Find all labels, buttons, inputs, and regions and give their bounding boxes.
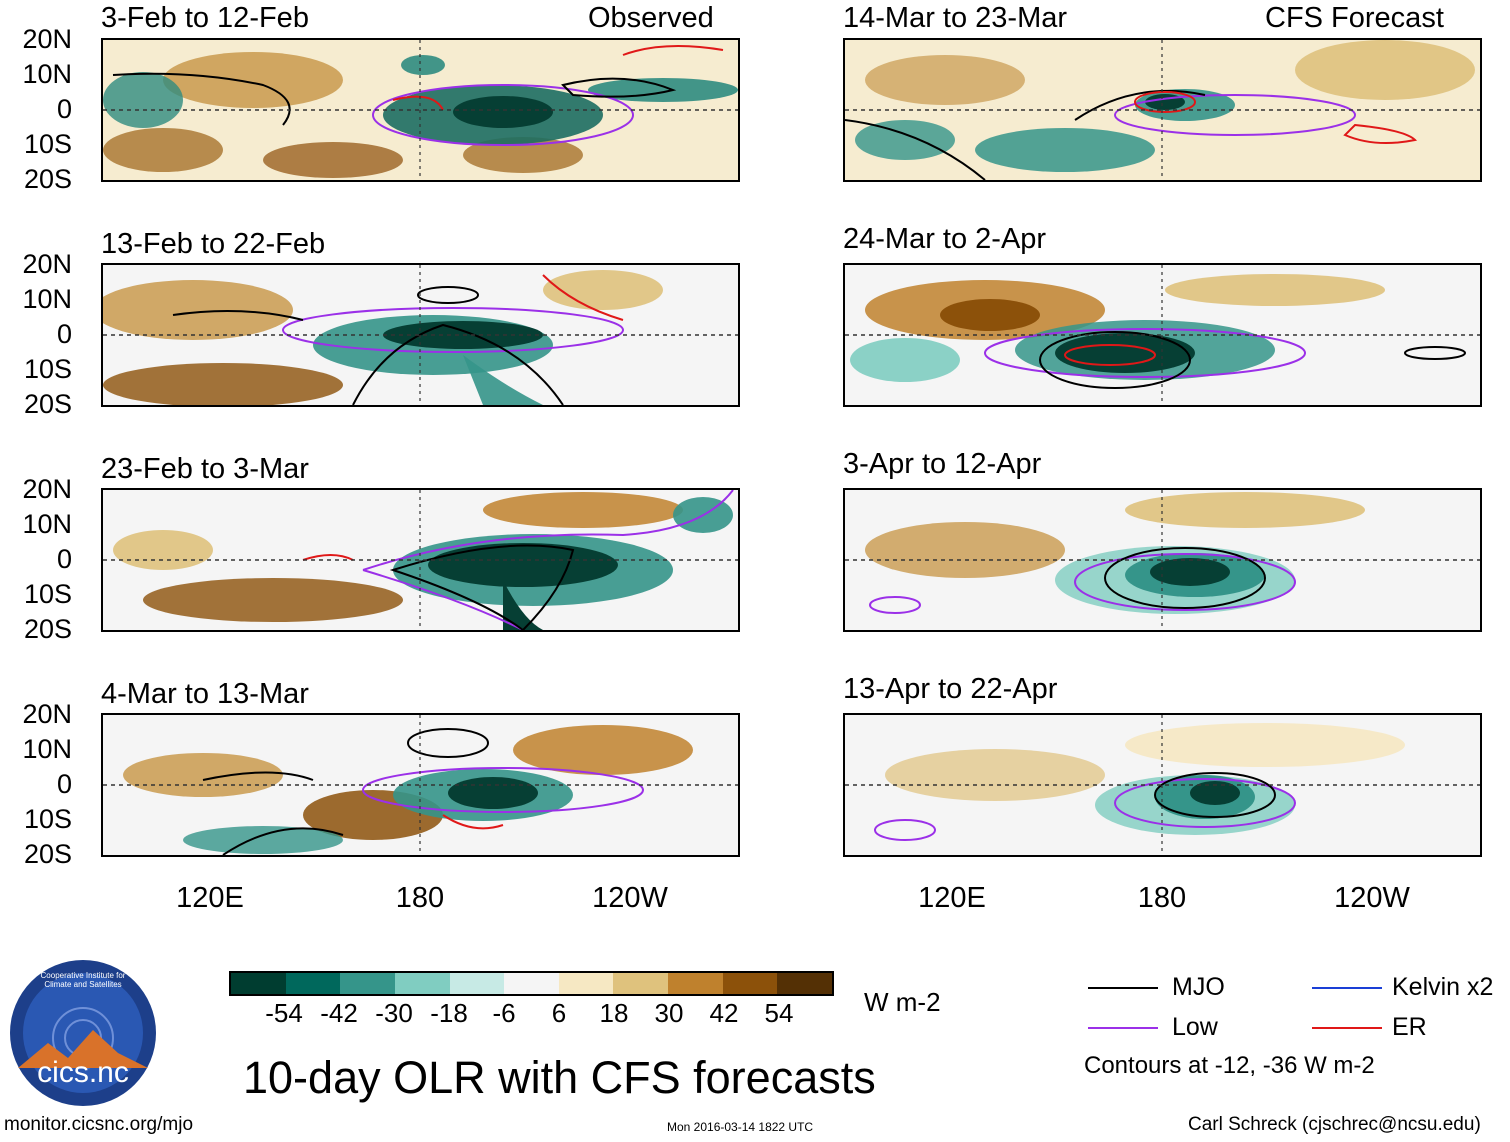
colorbar-label: -42: [320, 998, 358, 1028]
map-panel-forecast-2: [843, 263, 1482, 407]
legend-note: Contours at -12, -36 W m-2: [1084, 1052, 1375, 1079]
map-panel-observed-3: [101, 488, 740, 632]
lat-label: 10S: [23, 804, 72, 834]
lat-label: 0: [56, 94, 72, 124]
panel-title-fc-4: 13-Apr to 22-Apr: [843, 673, 1058, 705]
cics-logo: cics.nc Cooperative Institute for Climat…: [8, 958, 158, 1108]
colorbar-swatch: [668, 973, 723, 994]
lat-label: 10S: [23, 579, 72, 609]
panel-title-obs-3: 23-Feb to 3-Mar: [101, 453, 309, 485]
panel-title-fc-3: 3-Apr to 12-Apr: [843, 448, 1042, 480]
panel-title-obs-4: 4-Mar to 13-Mar: [101, 678, 309, 710]
legend-label-er: ER: [1392, 1013, 1427, 1041]
logo-text: cics.nc: [37, 1056, 129, 1089]
lat-label: 10N: [22, 59, 72, 89]
lat-label: 20S: [23, 614, 72, 644]
lon-label-right-180: 180: [1137, 882, 1187, 914]
footer-url[interactable]: monitor.cicsnc.org/mjo: [4, 1114, 194, 1135]
footer-author: Carl Schreck (cjschrec@ncsu.edu): [1188, 1114, 1481, 1135]
lat-label: 20N: [22, 24, 72, 54]
lat-label: 20S: [23, 389, 72, 419]
colorbar-label: 54: [764, 998, 794, 1028]
map-panel-forecast-4: [843, 713, 1482, 857]
lon-label-right-120w: 120W: [1334, 882, 1410, 914]
colorbar-swatch: [394, 973, 450, 994]
lat-label: 0: [56, 769, 72, 799]
map-panel-forecast-1: [843, 38, 1482, 182]
lon-label-left-180: 180: [395, 882, 445, 914]
lon-label-right-120e: 120E: [918, 882, 986, 914]
colorbar-swatch: [558, 973, 614, 994]
legend-line-kelvin: [1312, 987, 1382, 989]
panel-title-obs-2: 13-Feb to 22-Feb: [101, 228, 326, 260]
legend-label-kelvin: Kelvin x2: [1392, 973, 1494, 1001]
colorbar-swatch: [777, 973, 833, 994]
colorbar-swatch: [231, 973, 286, 994]
colorbar-label: 6: [551, 998, 567, 1028]
lat-label: 10N: [22, 734, 72, 764]
lat-label: 10S: [23, 354, 72, 384]
lat-label: 10N: [22, 284, 72, 314]
colorbar-label: -54: [265, 998, 303, 1028]
panel-title-obs-1: 3-Feb to 12-Feb: [101, 2, 309, 34]
colorbar-swatch: [285, 973, 341, 994]
lon-label-left-120e: 120E: [176, 882, 244, 914]
colorbar-swatch: [504, 973, 559, 994]
lat-label: 20S: [23, 164, 72, 194]
lat-label: 10S: [23, 129, 72, 159]
colorbar-swatch: [722, 973, 778, 994]
colorbar-swatch: [613, 973, 669, 994]
lat-label: 20N: [22, 699, 72, 729]
legend-line-low: [1088, 1027, 1158, 1029]
main-title: 10-day OLR with CFS forecasts: [243, 1052, 876, 1103]
legend-label-mjo: MJO: [1172, 973, 1225, 1001]
map-panel-observed-2: [101, 263, 740, 407]
observed-label: Observed: [588, 2, 714, 34]
lat-label: 0: [56, 319, 72, 349]
colorbar-label: -30: [375, 998, 413, 1028]
colorbar: [229, 971, 834, 996]
colorbar-label: 42: [709, 998, 739, 1028]
panel-title-fc-1: 14-Mar to 23-Mar: [843, 2, 1068, 34]
colorbar-label: 30: [654, 998, 684, 1028]
map-panel-forecast-3: [843, 488, 1482, 632]
lat-label: 20N: [22, 474, 72, 504]
forecast-label: CFS Forecast: [1265, 2, 1444, 34]
lat-label: 0: [56, 544, 72, 574]
map-panel-observed-1: [101, 38, 740, 182]
legend-label-low: Low: [1172, 1013, 1218, 1041]
map-panel-observed-4: [101, 713, 740, 857]
colorbar-label: -6: [492, 998, 516, 1028]
lon-label-left-120w: 120W: [592, 882, 668, 914]
colorbar-label: 18: [599, 998, 629, 1028]
colorbar-units: W m-2: [864, 987, 941, 1017]
logo-ring-text: Cooperative Institute for Climate and Sa…: [40, 971, 126, 989]
lat-label: 20S: [23, 839, 72, 869]
footer-timestamp: Mon 2016-03-14 1822 UTC: [667, 1120, 814, 1134]
colorbar-swatch: [449, 973, 505, 994]
panel-title-fc-2: 24-Mar to 2-Apr: [843, 223, 1047, 255]
lat-label: 10N: [22, 509, 72, 539]
colorbar-swatch: [340, 973, 395, 994]
colorbar-label: -18: [430, 998, 468, 1028]
legend-line-er: [1312, 1027, 1382, 1029]
legend-line-mjo: [1088, 987, 1158, 989]
lat-label: 20N: [22, 249, 72, 279]
